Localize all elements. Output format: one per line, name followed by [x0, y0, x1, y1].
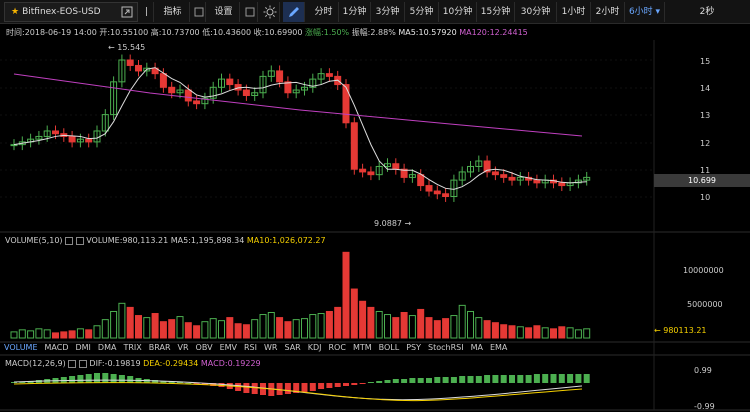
- info-change: 涨幅:1.50%: [305, 28, 350, 37]
- brightness-icon[interactable]: [260, 2, 280, 22]
- price-tick-13: 13: [700, 111, 711, 120]
- price-tick-11: 11: [700, 166, 711, 175]
- macd-tick-bottom: -0.99: [694, 402, 715, 411]
- indicator-tab-psy[interactable]: PSY: [406, 343, 422, 352]
- low-marker-value: 9.0887: [374, 219, 402, 228]
- chevron-down-icon: ▾: [652, 7, 661, 17]
- indicator-tab-ema[interactable]: EMA: [489, 343, 508, 352]
- settings-button[interactable]: 设置: [208, 2, 240, 22]
- separator-icon: |: [140, 2, 154, 22]
- draw-pencil-icon[interactable]: [283, 2, 305, 22]
- indicator-tab-rsi[interactable]: RSI: [244, 343, 257, 352]
- indicator-tab-emv[interactable]: EMV: [219, 343, 237, 352]
- macd-dea: DEA:-0.29434: [143, 359, 199, 368]
- refresh-rate[interactable]: 2秒: [699, 7, 715, 17]
- macd-bars: [11, 373, 590, 402]
- macd-tick-top: 0.99: [694, 366, 712, 375]
- info-amplitude: 振幅:2.88%: [351, 28, 396, 37]
- candlesticks: [10, 54, 591, 202]
- macd-name: MACD(12,26,9): [5, 359, 66, 368]
- indicator-tab-mtm[interactable]: MTM: [352, 343, 372, 352]
- volume-tick-10m: 10000000: [683, 266, 724, 275]
- macd-close-icon[interactable]: [78, 359, 87, 368]
- indicator-tab-sar[interactable]: SAR: [284, 343, 301, 352]
- indicator-tab-ma[interactable]: MA: [470, 343, 483, 352]
- interval-tab-2[interactable]: 3分钟: [371, 2, 405, 22]
- volume-value: VOLUME:980,113.21: [86, 236, 169, 245]
- close-small-icon[interactable]: [75, 236, 84, 245]
- info-high: 高:10.73700: [150, 28, 200, 37]
- expand-icon[interactable]: [118, 2, 136, 22]
- info-ma5: MA5:10.57920: [398, 28, 457, 37]
- indicator-tab-boll[interactable]: BOLL: [378, 343, 400, 352]
- indicator-tab-obv[interactable]: OBV: [195, 343, 213, 352]
- info-open: 开:10.55100: [99, 28, 149, 37]
- indicators-button[interactable]: 指标: [156, 2, 190, 22]
- interval-tab-6[interactable]: 30分钟: [515, 2, 557, 22]
- info-ma120: MA120:12.24415: [459, 28, 528, 37]
- star-icon[interactable]: ★: [11, 7, 20, 17]
- volume-current-value: 980113.21: [663, 326, 707, 335]
- moving-averages: [13, 67, 587, 190]
- info-low: 低:10.43600: [202, 28, 252, 37]
- symbol-label: Bitfinex-EOS-USD: [22, 7, 101, 17]
- indicator-tab-macd[interactable]: MACD: [44, 343, 69, 352]
- interval-tab-0[interactable]: 分时: [309, 2, 339, 22]
- indicator-tab-roc[interactable]: ROC: [328, 343, 346, 352]
- price-tick-12: 12: [700, 139, 711, 148]
- interval-tab-3[interactable]: 5分钟: [405, 2, 439, 22]
- ohlc-info: 时间:2018-06-19 14:00 开:10.55100 高:10.7370…: [6, 27, 528, 38]
- price-tick-14: 14: [700, 84, 711, 93]
- indicator-tab-wr[interactable]: WR: [264, 343, 278, 352]
- info-close: 收:10.69900: [253, 28, 303, 37]
- volume-ma5: MA5:1,195,898.34: [170, 236, 245, 245]
- current-price-tag: 10.699: [654, 174, 750, 187]
- interval-tab-4[interactable]: 10分钟: [439, 2, 477, 22]
- volume-bars: [10, 251, 591, 339]
- indicator-tab-stochrsi[interactable]: StochRSI: [428, 343, 464, 352]
- interval-dropdown[interactable]: 6小时 ▾: [625, 2, 665, 22]
- high-marker: ← 15.545: [108, 43, 146, 52]
- interval-tab-8[interactable]: 2小时: [591, 2, 625, 22]
- interval-tab-1[interactable]: 1分钟: [339, 2, 371, 22]
- indicator-tab-vr[interactable]: VR: [177, 343, 189, 352]
- indicator-tab-volume[interactable]: VOLUME: [4, 343, 38, 352]
- interval-dropdown-label: 6小时: [628, 7, 653, 17]
- volume-header: VOLUME(5,10) VOLUME:980,113.21 MA5:1,195…: [5, 236, 326, 245]
- macd-settings-icon[interactable]: [68, 359, 77, 368]
- volume-name: VOLUME(5,10): [5, 236, 63, 245]
- menu-icon[interactable]: [192, 2, 206, 22]
- price-tick-15: 15: [700, 57, 711, 66]
- symbol-selector[interactable]: ★ Bitfinex-EOS-USD: [4, 2, 138, 22]
- indicator-tab-trix[interactable]: TRIX: [123, 343, 142, 352]
- interval-tab-7[interactable]: 1小时: [557, 2, 591, 22]
- high-marker-value: 15.545: [117, 43, 146, 52]
- low-marker: 9.0887 →: [374, 219, 412, 228]
- info-time: 时间:2018-06-19 14:00: [6, 28, 97, 37]
- indicator-tab-brar[interactable]: BRAR: [148, 343, 171, 352]
- macd-value: MACD:0.19229: [200, 359, 261, 368]
- toolbar: ★ Bitfinex-EOS-USD | 指标 设置 分时 1分钟 3分钟 5分钟…: [0, 0, 750, 24]
- volume-current: ← 980113.21: [654, 326, 707, 335]
- indicator-tab-kdj[interactable]: KDJ: [307, 343, 322, 352]
- indicator-tab-dma[interactable]: DMA: [97, 343, 117, 352]
- macd-header: MACD(12,26,9) DIF:-0.19819 DEA:-0.29434 …: [5, 359, 261, 368]
- interval-tab-5[interactable]: 15分钟: [477, 2, 515, 22]
- volume-ma10: MA10:1,026,072.27: [246, 236, 326, 245]
- settings-box-icon[interactable]: [242, 2, 258, 22]
- price-tick-10: 10: [700, 193, 711, 202]
- indicator-tab-dmi[interactable]: DMI: [75, 343, 91, 352]
- volume-tick-5m: 5000000: [687, 300, 723, 309]
- macd-dif: DIF:-0.19819: [89, 359, 141, 368]
- indicator-tabs: VOLUME MACD DMI DMA TRIX BRAR VR OBV EMV RSI WR SAR…: [4, 343, 514, 355]
- settings-small-icon[interactable]: [65, 236, 74, 245]
